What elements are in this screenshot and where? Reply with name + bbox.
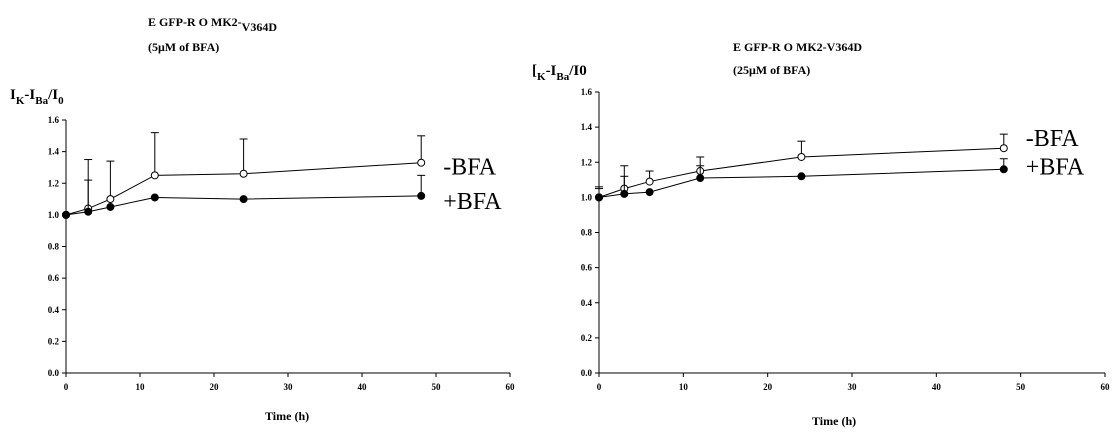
chart-title: E GFP-R O MK2-V364D	[148, 15, 277, 34]
y-tick-label: 1.4	[581, 122, 593, 132]
y-axis-label: IK-IBa/I0	[10, 87, 64, 107]
y-tick-label: 1.0	[581, 192, 593, 202]
data-point	[239, 169, 248, 178]
data-point	[150, 171, 159, 180]
series-label: -BFA	[443, 155, 497, 181]
y-tick-label: 0.4	[48, 305, 60, 315]
chart-panel-1: E GFP-R O MK2-V364D(5μM of BFA)IK-IBa/I0…	[10, 15, 515, 423]
x-axis-label: Time (h)	[265, 409, 309, 423]
y-axis-label-part: /I	[47, 87, 58, 103]
y-axis-label-part: [	[532, 63, 537, 79]
series-label: +BFA	[1026, 154, 1085, 180]
x-tick-label: 40	[358, 382, 368, 392]
data-point	[999, 165, 1008, 174]
y-axis-label-part: Ba	[35, 95, 48, 107]
chart-subtitle: (5μM of BFA)	[148, 40, 219, 54]
y-tick-label: 1.0	[48, 210, 60, 220]
x-tick-label: 10	[136, 382, 146, 392]
chart-panel-2: E GFP-R O MK2-V364D (25μM of BFA) [K-IBa/I…	[532, 40, 1110, 428]
y-axis-label-part: K	[16, 95, 25, 107]
y-tick-label: 0.6	[581, 263, 593, 273]
data-point	[645, 177, 654, 186]
x-tick-label: 20	[210, 382, 220, 392]
y-tick-label: 1.6	[581, 87, 593, 97]
series-label: -BFA	[1026, 126, 1080, 152]
chart-title-tail: V364D	[242, 20, 278, 34]
x-tick-label: 60	[506, 382, 516, 392]
y-axis-label-part: -I	[24, 87, 35, 103]
data-point	[417, 158, 426, 167]
series-2: +BFA	[595, 154, 1085, 202]
y-tick-label: 0.8	[48, 242, 60, 252]
series-2: +BFA	[62, 174, 502, 219]
x-tick-label: 0	[597, 382, 602, 392]
y-axis-label-part: I	[10, 87, 16, 103]
series-1: -BFA	[62, 132, 497, 219]
x-tick-label: 50	[1016, 382, 1026, 392]
y-tick-label: 1.2	[48, 178, 60, 188]
y-tick-label: 1.4	[48, 147, 60, 157]
y-tick-label: 1.6	[48, 115, 60, 125]
data-point	[696, 174, 705, 183]
series-line	[598, 147, 1004, 198]
data-point	[417, 191, 426, 200]
chart-title-main: E GFP-R O MK2-	[148, 15, 242, 29]
chart-subtitle: (25μM of BFA)	[733, 63, 810, 77]
y-axis-label: [K-IBa/I0	[532, 63, 587, 83]
y-axis-label-part: /I0	[568, 63, 587, 79]
data-point	[150, 193, 159, 202]
x-tick-label: 50	[432, 382, 442, 392]
data-point	[595, 193, 603, 202]
y-axis-label-part: K	[537, 71, 546, 83]
data-point	[84, 207, 93, 216]
y-tick-label: 0.2	[48, 336, 60, 346]
data-point	[62, 210, 70, 219]
x-tick-label: 40	[932, 382, 942, 392]
data-point	[620, 189, 629, 198]
data-point	[797, 172, 806, 181]
x-tick-label: 30	[284, 382, 294, 392]
x-axis-label: Time (h)	[812, 414, 856, 428]
series-label: +BFA	[443, 189, 502, 215]
y-tick-label: 0.0	[48, 368, 60, 378]
x-tick-label: 0	[64, 382, 69, 392]
data-point	[106, 202, 115, 211]
data-point	[999, 144, 1008, 153]
y-tick-label: 0.8	[581, 228, 593, 238]
x-tick-label: 30	[848, 382, 858, 392]
chart-title-main: E GFP-R O MK2-V364D	[733, 40, 862, 54]
data-point	[239, 195, 248, 204]
y-axis-label-part: Ba	[556, 71, 569, 83]
y-tick-label: 0.2	[581, 333, 593, 343]
chart-title: E GFP-R O MK2-V364D	[733, 40, 862, 54]
x-tick-label: 20	[763, 382, 773, 392]
data-point	[106, 195, 115, 204]
x-tick-label: 60	[1101, 382, 1111, 392]
series-line	[598, 168, 1004, 198]
y-tick-label: 0.6	[48, 273, 60, 283]
data-point	[645, 188, 654, 197]
y-tick-label: 0.0	[581, 368, 593, 378]
y-axis-label-part: 0	[58, 95, 64, 107]
x-tick-label: 10	[679, 382, 689, 392]
y-tick-label: 1.2	[581, 157, 593, 167]
series-1: -BFA	[595, 126, 1080, 202]
data-point	[797, 152, 806, 161]
y-axis-label-part: -I	[546, 63, 557, 79]
y-tick-label: 0.4	[581, 298, 593, 308]
